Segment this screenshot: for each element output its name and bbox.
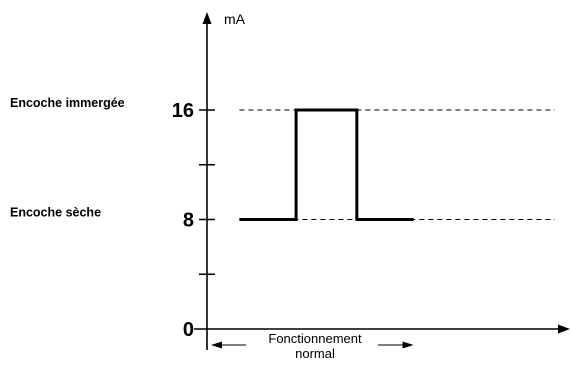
level-label-16: Encoche immergée	[10, 96, 125, 110]
y-tick-label-16: 16	[172, 100, 194, 122]
x-axis-arrow	[558, 324, 570, 334]
span-label-line2: normal	[295, 346, 335, 361]
y-tick-label-8: 8	[183, 210, 194, 232]
span-arrow-right	[402, 341, 414, 349]
y-axis-arrow	[202, 12, 212, 24]
span-arrow-left	[211, 341, 222, 349]
signal-series-line	[239, 108, 414, 221]
span-label-line1: Fonctionnement	[268, 331, 362, 346]
level-label-8: Encoche sèche	[10, 206, 101, 220]
y-tick-label-0: 0	[183, 319, 194, 341]
y-axis-unit-label: mA	[224, 11, 246, 27]
